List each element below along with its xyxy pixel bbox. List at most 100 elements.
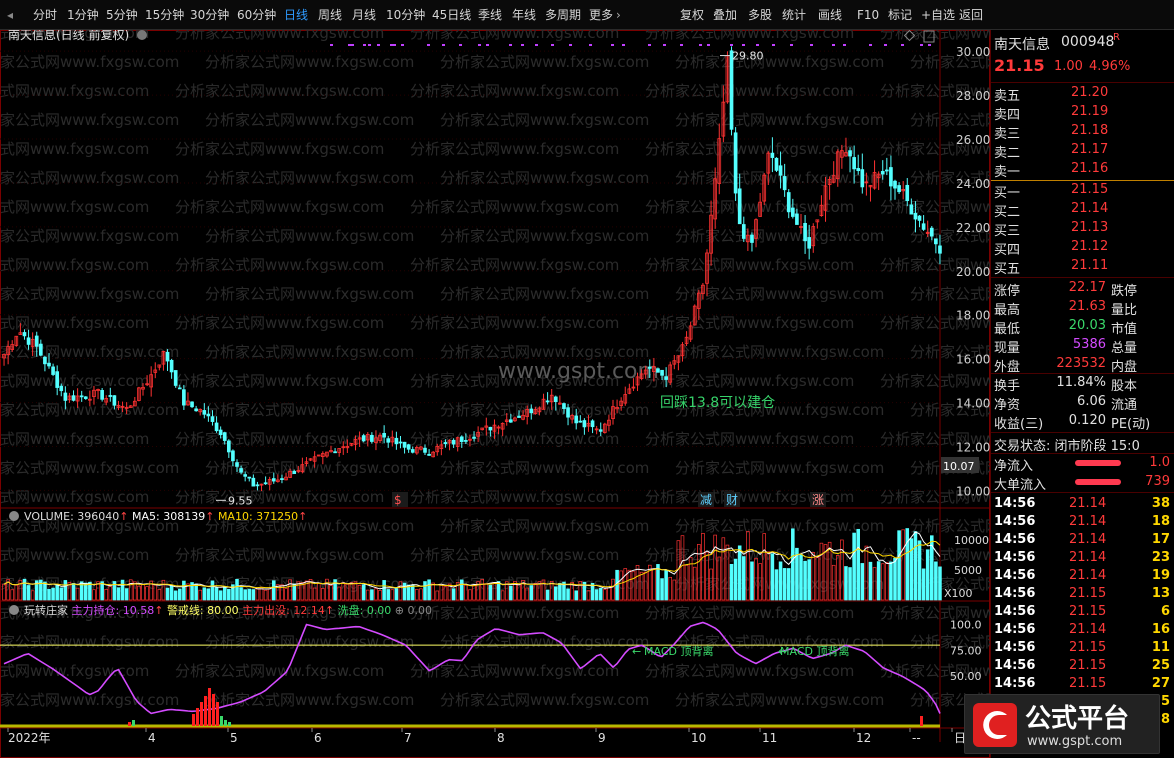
volume-bar	[754, 557, 758, 601]
svg-text:玩转庄家 主力持仓: 10.58↑ 警戒线: 80.00: 玩转庄家 主力持仓: 10.58↑ 警戒线: 80.00 主力出没: 12.14…	[24, 603, 432, 617]
tool-button-6[interactable]: 标记	[888, 8, 913, 22]
watermark-text: 分析家公式网www.fxgsw.com	[410, 430, 619, 448]
candle-body	[696, 292, 701, 309]
candle-body	[63, 392, 68, 401]
candle-body	[235, 462, 239, 467]
stat2-value: 6.06	[1077, 394, 1106, 409]
tool-button-8[interactable]: 返回	[959, 8, 984, 22]
candle-body	[562, 403, 566, 409]
watermark-text: 分析家公式网www.fxgsw.com	[205, 517, 414, 535]
volume-bar	[774, 569, 779, 601]
period-tab-4[interactable]: 30分钟	[190, 8, 230, 22]
candle-body	[100, 390, 104, 400]
candle-body	[705, 252, 709, 284]
bid-price: 21.12	[1071, 239, 1109, 254]
period-tab-10[interactable]: 45日线	[432, 8, 472, 22]
volume-bar	[697, 544, 701, 601]
watermark-text: 分析家公式网www.fxgsw.com	[175, 256, 384, 274]
histogram-bar	[212, 694, 215, 726]
logo-url: www.gspt.com	[1027, 734, 1122, 749]
tool-button-3[interactable]: 统计	[782, 8, 807, 22]
watermark-text: 分析家公式网www.fxgsw.com	[440, 459, 649, 477]
watermark-text: 分析家公式网www.fxgsw.com	[175, 198, 384, 216]
period-tab-5[interactable]: 60分钟	[237, 8, 277, 22]
tick-time: 14:56	[994, 658, 1036, 673]
candle-body	[533, 409, 538, 415]
candle-body	[177, 387, 182, 390]
signal-dot	[663, 44, 666, 46]
candle-body	[876, 173, 881, 179]
period-tab-12[interactable]: 年线	[512, 8, 537, 22]
candle-body	[529, 408, 534, 414]
candle-body	[173, 370, 178, 386]
volume-bar	[529, 585, 534, 601]
period-tab-13[interactable]: 多周期	[545, 8, 582, 22]
tool-button-4[interactable]: 画线	[818, 8, 843, 22]
tick-price: 21.15	[1069, 658, 1107, 673]
candle-body	[451, 439, 456, 445]
watermark-text: 分析家公式网www.fxgsw.com	[205, 111, 414, 129]
volume-bar	[545, 589, 550, 601]
candle-body	[353, 439, 358, 445]
period-tab-11[interactable]: 季线	[478, 8, 503, 22]
chart-area[interactable]: 分析家公式网www.fxgsw.com 分析家公式网www.fxgsw.com 分析…	[0, 30, 990, 758]
stat-value: 22.17	[1068, 280, 1106, 295]
candle-body	[124, 407, 129, 409]
bid-price: 21.15	[1071, 182, 1109, 197]
signal-dot	[928, 44, 931, 46]
more-chevron-icon[interactable]: ›	[616, 8, 621, 22]
volume-bar	[464, 584, 468, 601]
volume-bar	[149, 580, 153, 601]
tool-button-5[interactable]: F10	[857, 8, 880, 22]
volume-bar	[198, 589, 202, 601]
period-tab-14[interactable]: 更多	[589, 8, 614, 22]
candle-body	[827, 179, 832, 185]
toolbar-back-icon[interactable]: ◂	[7, 8, 14, 22]
volume-bar	[43, 581, 47, 601]
candle-body	[218, 429, 223, 436]
candle-body	[909, 204, 914, 215]
stock-change-pct: 4.96%	[1089, 59, 1131, 74]
tool-button-1[interactable]: 叠加	[713, 8, 738, 22]
price-axis-label: 18.00	[956, 309, 990, 323]
watermark-text: 分析家公式网www.fxgsw.com	[675, 285, 884, 303]
period-tab-2[interactable]: 5分钟	[106, 8, 138, 22]
site-watermark: www.gspt.com	[498, 359, 659, 384]
separator	[991, 492, 1174, 493]
candle-body	[38, 343, 43, 356]
watermark-text: 分析家公式网www.fxgsw.com	[645, 30, 854, 42]
watermark-text: 分析家公式网www.fxgsw.com	[410, 662, 619, 680]
period-tab-1[interactable]: 1分钟	[67, 8, 99, 22]
ask-label: 卖五	[994, 89, 1021, 104]
candle-body	[141, 386, 145, 390]
volume-legend-value: MA5:	[132, 510, 160, 523]
tick-volume: 25	[1151, 658, 1170, 673]
histogram-bar	[200, 702, 203, 726]
tool-button-7[interactable]: +自选	[921, 8, 956, 22]
period-tab-9[interactable]: 10分钟	[386, 8, 426, 22]
period-tab-6[interactable]: 日线	[284, 8, 309, 22]
period-tab-3[interactable]: 15分钟	[145, 8, 185, 22]
watermark-text: 分析家公式网www.fxgsw.com	[175, 82, 384, 100]
watermark-text: 分析家公式网www.fxgsw.com	[0, 488, 149, 506]
period-tab-0[interactable]: 分时	[33, 8, 58, 22]
period-tab-8[interactable]: 月线	[352, 8, 377, 22]
volume-bar	[161, 579, 166, 601]
tool-button-2[interactable]: 多股	[748, 8, 773, 22]
watermark-text: 分析家公式网www.fxgsw.com	[645, 604, 854, 622]
period-tab-7[interactable]: 周线	[318, 8, 343, 22]
candle-body	[688, 325, 693, 340]
divergence-label: MACD 顶背离	[644, 644, 713, 658]
tick-price: 21.14	[1069, 568, 1107, 583]
price-axis-label: 14.00	[956, 397, 990, 411]
tick-price: 21.14	[1069, 532, 1107, 547]
candle-body	[880, 170, 885, 175]
candle-body	[484, 425, 489, 428]
main-hold-line	[3, 621, 941, 715]
volume-bar	[844, 566, 848, 601]
candle-body	[835, 151, 840, 180]
tool-button-0[interactable]: 复权	[680, 8, 705, 22]
tick-time: 14:56	[994, 622, 1036, 637]
watermark-text: 分析家公式网www.fxgsw.com	[205, 633, 414, 651]
volume-bar	[770, 553, 775, 601]
